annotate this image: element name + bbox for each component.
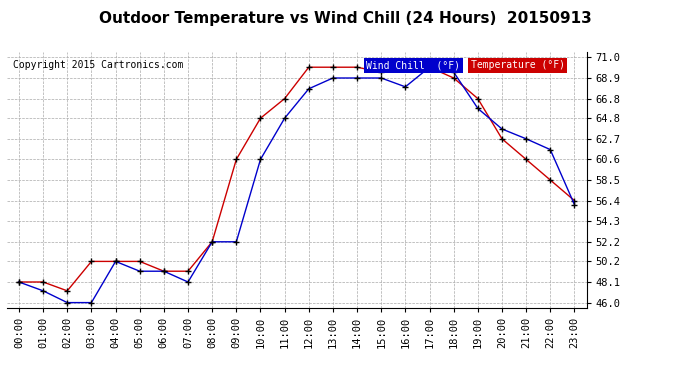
Text: Outdoor Temperature vs Wind Chill (24 Hours)  20150913: Outdoor Temperature vs Wind Chill (24 Ho… <box>99 11 591 26</box>
Text: Copyright 2015 Cartronics.com: Copyright 2015 Cartronics.com <box>12 60 183 70</box>
Text: Wind Chill  (°F): Wind Chill (°F) <box>366 60 460 70</box>
Text: Temperature (°F): Temperature (°F) <box>471 60 564 70</box>
